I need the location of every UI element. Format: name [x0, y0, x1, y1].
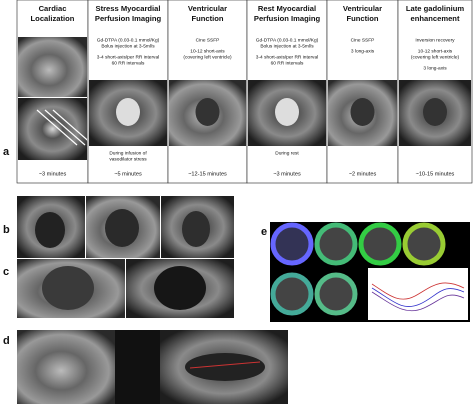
perfusion-ring — [270, 222, 314, 266]
column-description: 60 RR intervals — [271, 60, 304, 66]
slice-line — [36, 109, 78, 146]
column-title: Function — [346, 14, 378, 23]
curve — [371, 287, 465, 307]
perfusion-ring — [314, 222, 358, 266]
column-title: Late gadolinium — [406, 4, 464, 13]
column-description: Inversion recovery — [415, 37, 455, 43]
column-description: Cine SSFP — [196, 37, 220, 43]
slice-line — [44, 109, 86, 146]
curve — [371, 291, 465, 312]
column-title: Ventricular — [343, 4, 382, 13]
panel-label: d — [3, 335, 10, 347]
mri-image — [115, 330, 160, 404]
ventricle — [350, 98, 375, 126]
column-title: Rest Myocardial — [258, 4, 316, 13]
curve — [371, 282, 465, 300]
column-note: During rest — [275, 150, 299, 156]
duration: ~5 minutes — [114, 171, 142, 177]
mri-images — [17, 196, 234, 258]
column-description: (covering left ventricle) — [183, 54, 232, 60]
duration: ~3 minutes — [39, 171, 67, 177]
ventricle — [42, 266, 94, 310]
ventricle — [154, 266, 206, 310]
column-description: Cine SSFP — [351, 37, 375, 43]
column-title: Cardiac — [39, 4, 67, 13]
perfusion-ring — [314, 272, 358, 316]
ventricle — [35, 212, 65, 248]
panel-label: a — [3, 146, 10, 158]
column-description: 10-12 short-axis — [190, 48, 225, 54]
duration: ~12-15 minutes — [188, 171, 227, 177]
ventricle — [185, 353, 265, 381]
column-description: 3-4 short-axis/per RR interval — [256, 54, 318, 60]
ventricle — [116, 98, 140, 126]
column-title: Stress Myocardial — [96, 4, 161, 13]
duration: ~10-15 minutes — [416, 171, 455, 177]
column-description: 3 long-axis — [351, 48, 375, 54]
column-title: Function — [191, 14, 223, 23]
ventricle — [275, 98, 299, 126]
mri-images — [17, 259, 234, 318]
mri-image — [17, 330, 115, 404]
ventricle — [423, 98, 447, 126]
panel-label: b — [3, 224, 10, 236]
annotation-line — [189, 361, 261, 369]
mri-image — [18, 37, 87, 97]
mri-image — [18, 98, 87, 160]
column-title: Perfusion Imaging — [95, 14, 162, 23]
perfusion-ring — [270, 272, 314, 316]
column-description: 10-12 short-axis — [418, 48, 453, 54]
column-description: Bolus injection at 3-5ml/s — [101, 43, 155, 49]
slice-line — [52, 109, 94, 146]
duration: ~3 minutes — [273, 171, 301, 177]
column-note: vasodilator stress — [109, 156, 147, 162]
column-title: Ventricular — [188, 4, 227, 13]
perfusion-ring — [358, 222, 402, 266]
column-description: Gd-DTPA (0.03-0.1 mmol/Kg) — [97, 37, 160, 43]
perfusion-ring — [402, 222, 446, 266]
column-description: 60 RR intervals — [112, 60, 145, 66]
ventricle — [105, 209, 139, 247]
panel-label: e — [261, 226, 267, 238]
ventricle — [195, 98, 220, 126]
mri-images — [17, 330, 288, 404]
column-description: (covering left ventricle) — [411, 54, 460, 60]
duration: ~2 minutes — [349, 171, 377, 177]
panel-label: c — [3, 266, 9, 278]
perfusion-maps — [270, 222, 470, 322]
ventricle — [182, 211, 210, 247]
column-description: Gd-DTPA (0.03-0.1 mmol/Kg) — [256, 37, 319, 43]
column-description: 3-4 short-axis/per RR interval — [97, 54, 159, 60]
column-title: enhancement — [411, 14, 460, 23]
column-description: Bolus injection at 3-5ml/s — [260, 43, 314, 49]
column-title: Localization — [31, 14, 75, 23]
column-description: 3 long-axis — [423, 65, 447, 71]
column-note: During infusion of — [109, 150, 147, 156]
column-title: Perfusion Imaging — [254, 14, 321, 23]
